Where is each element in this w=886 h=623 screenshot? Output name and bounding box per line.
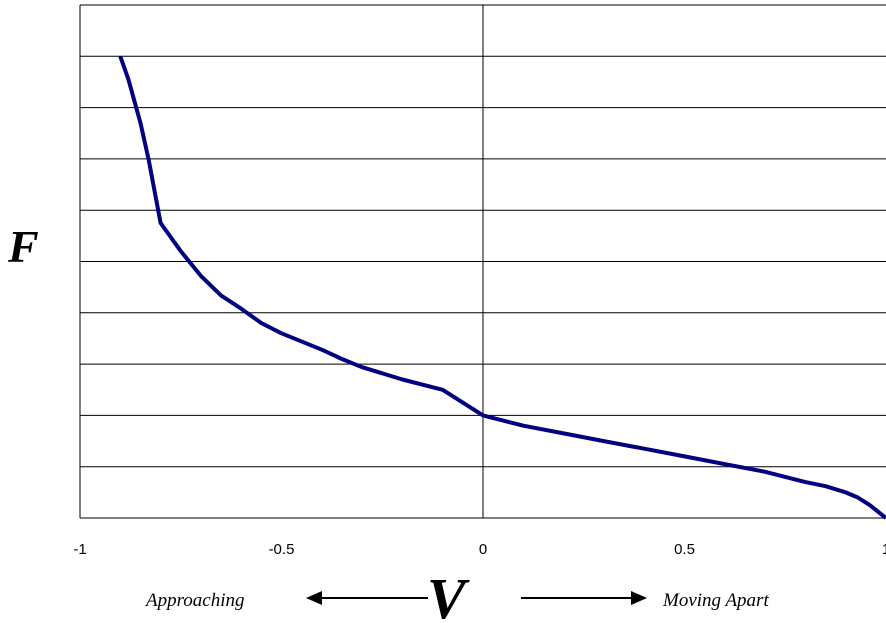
y-axis-label: F (7, 221, 39, 272)
x-tick-label: -0.5 (269, 541, 295, 558)
x-tick-label: 1 (882, 541, 886, 558)
right-arrow (521, 591, 647, 605)
series-layer (118, 55, 886, 520)
approaching-label: Approaching (144, 590, 245, 611)
series-line (118, 55, 886, 520)
x-tick-label: 0 (479, 541, 487, 558)
x-tick-label: 0.5 (674, 541, 695, 558)
x-axis-label: V (427, 566, 470, 623)
moving-apart-label: Moving Apart (662, 590, 769, 611)
left-arrow (306, 591, 428, 605)
x-tick-labels: -1 -0.5 0 0.5 1 (73, 541, 886, 558)
x-tick-label: -1 (73, 541, 86, 558)
plot-frame (79, 5, 484, 518)
